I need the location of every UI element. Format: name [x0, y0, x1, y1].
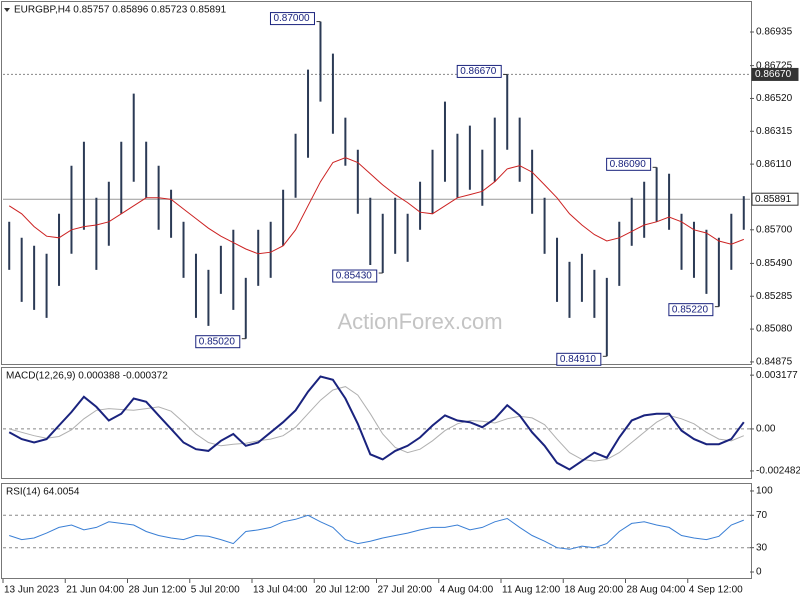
annotation-box — [556, 352, 602, 366]
watermark: ActionForex.com — [337, 309, 502, 334]
macd-title: MACD(12,26,9) 0.000388 -0.000372 — [6, 371, 168, 382]
y-tick-label: 0.85285 — [756, 291, 793, 302]
y-tick-label: 0.86935 — [756, 27, 793, 38]
price-panel — [1, 1, 752, 365]
annotation-label: 0.85220 — [672, 304, 709, 315]
level-label: 0.85891 — [755, 194, 792, 205]
rsi-line — [9, 514, 744, 550]
y-tick-label: 0.00 — [756, 424, 776, 435]
x-tick-label: 4 Sep 12:00 — [689, 585, 743, 596]
macd-panel — [1, 367, 752, 479]
annotation-box — [456, 64, 502, 78]
annotation-box — [606, 157, 652, 171]
level-label-box — [751, 192, 799, 206]
annotation-label: 0.86670 — [460, 66, 497, 77]
moving-average — [8, 157, 744, 255]
y-tick-label: 0.86110 — [756, 159, 792, 170]
y-tick-label: 0.85700 — [756, 224, 793, 235]
price-title: EURGBP,H4 0.85757 0.85896 0.85723 0.8589… — [14, 5, 227, 16]
y-tick-label: 0.86725 — [756, 60, 793, 71]
x-tick-label: 21 Jun 04:00 — [66, 585, 124, 596]
y-tick-label: 70 — [756, 510, 768, 521]
level-label: 0.86670 — [755, 69, 792, 80]
annotation-box — [332, 269, 378, 283]
menu-icon — [4, 8, 10, 12]
annotation-label: 0.85430 — [336, 271, 373, 282]
y-tick-label: -0.002482 — [756, 466, 800, 477]
x-tick-label: 28 Jun 12:00 — [129, 585, 187, 596]
x-tick-label: 13 Jun 2023 — [4, 585, 59, 596]
x-tick-label: 4 Aug 04:00 — [440, 585, 494, 596]
y-tick-label: 100 — [756, 486, 773, 497]
y-tick-label: 0.86315 — [756, 126, 793, 137]
x-tick-label: 18 Aug 20:00 — [564, 585, 623, 596]
x-tick-label: 5 Jul 20:00 — [191, 585, 240, 596]
y-tick-label: 0.84875 — [756, 357, 793, 368]
annotation-box — [195, 335, 241, 349]
level-label-box — [751, 67, 799, 81]
y-tick-label: 0 — [756, 567, 762, 578]
macd-line — [8, 375, 745, 471]
rsi-panel — [1, 483, 752, 579]
annotation-box — [668, 303, 714, 317]
x-tick-label: 27 Jul 20:00 — [378, 585, 433, 596]
y-tick-label: 0.85080 — [756, 324, 793, 335]
signal-line — [9, 386, 744, 462]
x-tick-label: 28 Aug 04:00 — [627, 585, 686, 596]
annotation-label: 0.87000 — [273, 13, 310, 24]
y-tick-label: 30 — [756, 542, 768, 553]
x-tick-label: 20 Jul 12:00 — [315, 585, 370, 596]
annotation-box — [269, 12, 315, 26]
y-tick-label: 0.003177 — [756, 370, 798, 381]
rsi-title: RSI(14) 64.0054 — [6, 487, 80, 498]
y-tick-label: 0.86520 — [756, 93, 793, 104]
y-tick-label: 0.85490 — [756, 258, 793, 269]
annotation-label: 0.85020 — [199, 336, 236, 347]
x-tick-label: 13 Jul 04:00 — [253, 585, 308, 596]
annotation-label: 0.86090 — [610, 159, 647, 170]
annotation-label: 0.84910 — [560, 354, 597, 365]
x-tick-label: 11 Aug 12:00 — [502, 585, 561, 596]
